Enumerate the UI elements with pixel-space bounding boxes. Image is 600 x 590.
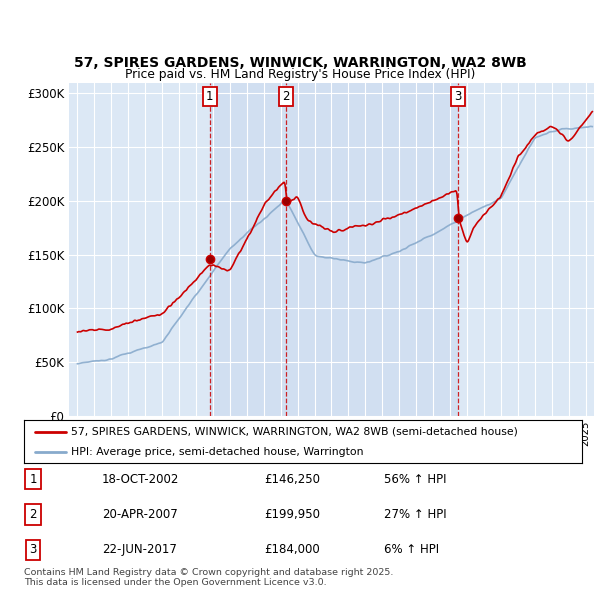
Text: £184,000: £184,000 [264, 543, 320, 556]
Text: 27% ↑ HPI: 27% ↑ HPI [384, 508, 446, 521]
Text: Contains HM Land Registry data © Crown copyright and database right 2025.
This d: Contains HM Land Registry data © Crown c… [24, 568, 394, 587]
Text: 6% ↑ HPI: 6% ↑ HPI [384, 543, 439, 556]
Text: 20-APR-2007: 20-APR-2007 [102, 508, 178, 521]
Bar [286, 83, 458, 416]
Text: 3: 3 [454, 90, 461, 103]
Text: 3: 3 [29, 543, 37, 556]
Text: Price paid vs. HM Land Registry's House Price Index (HPI): Price paid vs. HM Land Registry's House … [125, 68, 475, 81]
Text: 1: 1 [29, 473, 37, 486]
Text: 56% ↑ HPI: 56% ↑ HPI [384, 473, 446, 486]
Text: £199,950: £199,950 [264, 508, 320, 521]
Text: 18-OCT-2002: 18-OCT-2002 [102, 473, 179, 486]
Text: 2: 2 [29, 508, 37, 521]
Text: HPI: Average price, semi-detached house, Warrington: HPI: Average price, semi-detached house,… [71, 447, 364, 457]
Text: 57, SPIRES GARDENS, WINWICK, WARRINGTON, WA2 8WB (semi-detached house): 57, SPIRES GARDENS, WINWICK, WARRINGTON,… [71, 427, 518, 437]
Text: 1: 1 [206, 90, 214, 103]
Text: 2: 2 [282, 90, 290, 103]
Text: 22-JUN-2017: 22-JUN-2017 [102, 543, 177, 556]
Bar [209, 83, 286, 416]
Text: 57, SPIRES GARDENS, WINWICK, WARRINGTON, WA2 8WB: 57, SPIRES GARDENS, WINWICK, WARRINGTON,… [74, 55, 526, 70]
Text: £146,250: £146,250 [264, 473, 320, 486]
